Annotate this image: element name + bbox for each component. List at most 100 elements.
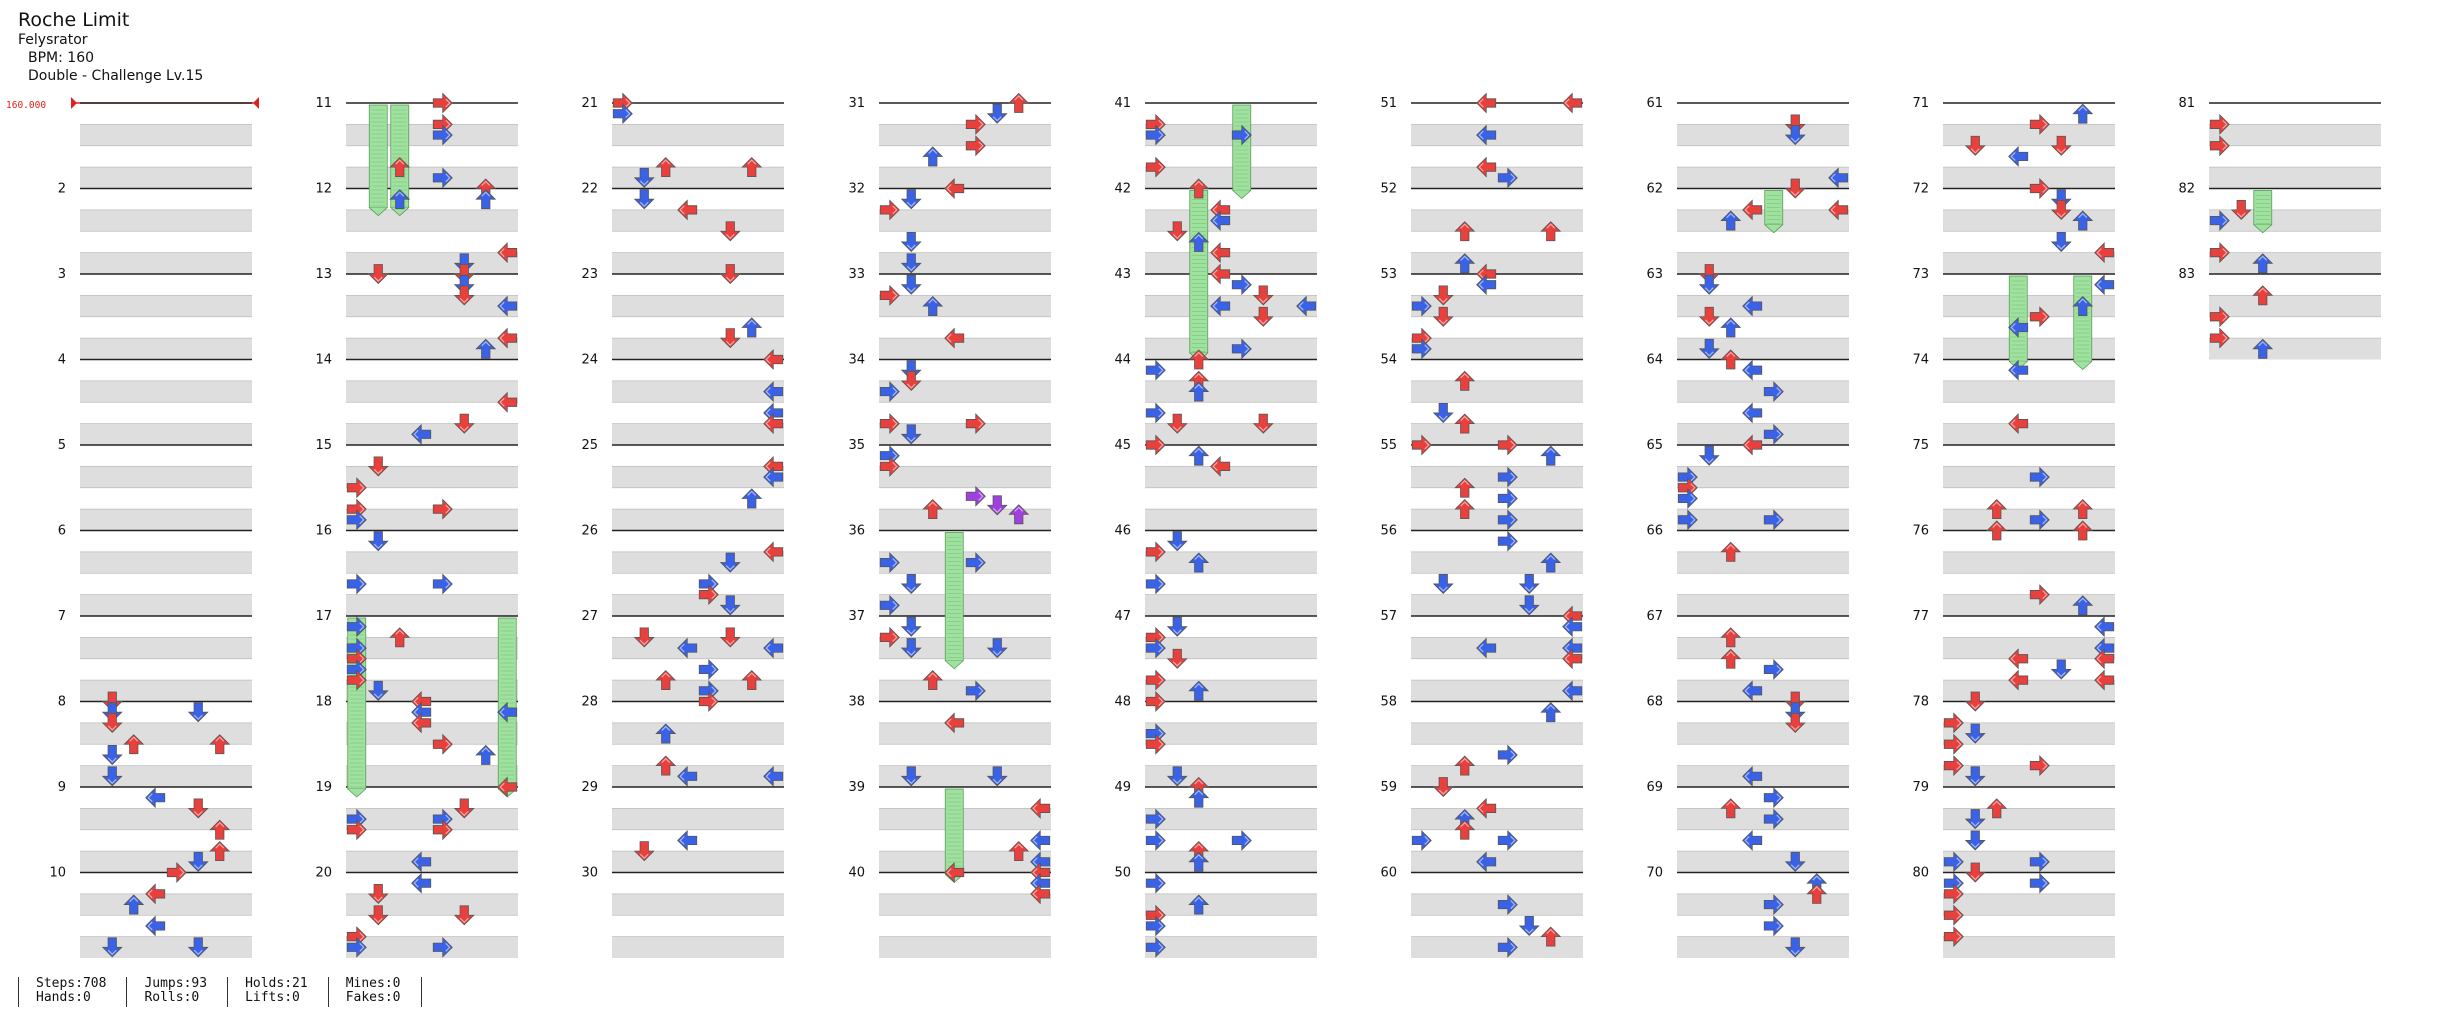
step-arrow-icon [1188, 851, 1210, 872]
beat-stripe [2209, 167, 2381, 189]
step-arrow-icon [497, 391, 518, 413]
measure-number: 35 [848, 438, 865, 453]
step-arrow-icon [1231, 338, 1252, 360]
beat-stripe [1943, 295, 2115, 317]
step-arrow-icon [741, 488, 763, 509]
step-arrow-icon [497, 701, 518, 723]
measure-number: 22 [581, 182, 598, 197]
beat-stripe [80, 551, 252, 574]
beat-stripe [879, 295, 1051, 317]
measure-column: 2 3 4 5 6 7 8 9 10 [49, 102, 252, 958]
step-arrow-icon [763, 413, 784, 435]
measure-number: 74 [1912, 353, 1929, 368]
beat-stripe [2209, 295, 2381, 317]
beat-stripe [1145, 551, 1317, 574]
beat-stripe [1145, 893, 1317, 916]
beat-stripe [2209, 124, 2381, 146]
beat-stripe [346, 808, 518, 830]
step-arrow-icon [1454, 819, 1476, 840]
beat-stripe [612, 893, 784, 916]
beat-stripe [1943, 851, 2115, 873]
step-arrow-icon [346, 669, 367, 691]
beat-stripe [1943, 594, 2115, 616]
measure-number: 13 [315, 267, 332, 282]
measure-column: 21 22 23 24 25 26 27 28 29 30 [581, 96, 784, 958]
step-arrow-icon [2029, 584, 2050, 606]
step-arrow-icon [367, 456, 389, 477]
measure-number: 66 [1646, 524, 1663, 539]
measure-number: 25 [581, 438, 598, 453]
measure-number: 19 [315, 780, 332, 795]
step-arrow-icon [1742, 402, 1763, 424]
step-arrow-icon [2008, 316, 2029, 338]
beat-stripe [879, 252, 1051, 274]
beat-stripe [1145, 851, 1317, 873]
step-arrow-icon [1518, 916, 1540, 937]
beat-stripe [1411, 551, 1583, 574]
step-arrow-icon [2072, 595, 2094, 616]
beat-stripe [612, 936, 784, 958]
step-arrow-icon [1806, 883, 1828, 904]
step-arrow-icon [944, 178, 965, 199]
step-arrow-icon [965, 413, 986, 435]
step-arrow-icon [944, 712, 965, 734]
beat-stripe [1145, 680, 1317, 702]
step-arrow-icon [2252, 338, 2274, 359]
step-arrow-icon [719, 552, 741, 573]
measure-number: 82 [2178, 182, 2195, 197]
beat-stripe [80, 167, 252, 189]
beat-stripe [1145, 252, 1317, 274]
beat-stripe [346, 252, 518, 274]
beat-stripe [612, 509, 784, 531]
step-arrow-icon [1008, 841, 1030, 862]
beat-stripe [1943, 509, 2115, 531]
measure-number: 67 [1646, 609, 1663, 624]
step-arrow-icon [2029, 113, 2050, 135]
beat-stripe [1943, 551, 2115, 574]
step-arrow-icon [922, 670, 944, 691]
step-arrow-icon [719, 328, 741, 349]
beat-stripe [1145, 124, 1317, 146]
stat-mines: Mines:0 [345, 976, 401, 991]
beat-stripe [1677, 594, 1849, 616]
step-arrow-icon [1986, 499, 2008, 520]
step-arrow-icon [2230, 199, 2252, 220]
step-arrow-icon [2094, 242, 2115, 264]
beat-stripe [346, 167, 518, 189]
step-arrow-icon [1742, 680, 1763, 702]
step-arrow-icon [922, 499, 944, 520]
measure-number: 15 [315, 438, 332, 453]
beat-stripe [1145, 509, 1317, 531]
measure-number: 46 [1114, 524, 1131, 539]
step-arrow-icon [965, 485, 986, 507]
beat-stripe [80, 851, 252, 873]
beat-stripe [1145, 338, 1317, 360]
beat-stripe [612, 680, 784, 702]
step-arrow-icon [2094, 669, 2115, 691]
beat-stripe [1677, 209, 1849, 232]
step-arrow-icon [944, 327, 965, 349]
beat-stripe [80, 594, 252, 616]
measure-number: 23 [581, 267, 598, 282]
step-arrow-icon [1188, 349, 1210, 370]
step-arrow-icon [389, 157, 411, 178]
step-arrow-icon [187, 937, 209, 958]
beat-stripe [80, 765, 252, 787]
measure-number: 30 [581, 866, 598, 881]
beat-stripe [1677, 637, 1849, 659]
step-arrow-icon [1145, 573, 1166, 595]
measure-number: 11 [315, 96, 332, 111]
measure-number: 9 [58, 780, 66, 795]
step-arrow-icon [1497, 466, 1518, 488]
step-arrow-icon [922, 295, 944, 316]
stats-group-holds: Holds:21 Lifts:0 [227, 977, 328, 1007]
step-arrow-icon [1432, 285, 1454, 306]
beat-stripe [612, 551, 784, 574]
measure-number: 55 [1380, 438, 1397, 453]
step-arrow-icon [1986, 798, 2008, 819]
beat-stripe [1145, 936, 1317, 958]
step-arrow-icon [879, 455, 900, 477]
step-arrow-icon [1540, 702, 1562, 723]
measure-number: 31 [848, 96, 865, 111]
beat-stripe [1145, 637, 1317, 659]
